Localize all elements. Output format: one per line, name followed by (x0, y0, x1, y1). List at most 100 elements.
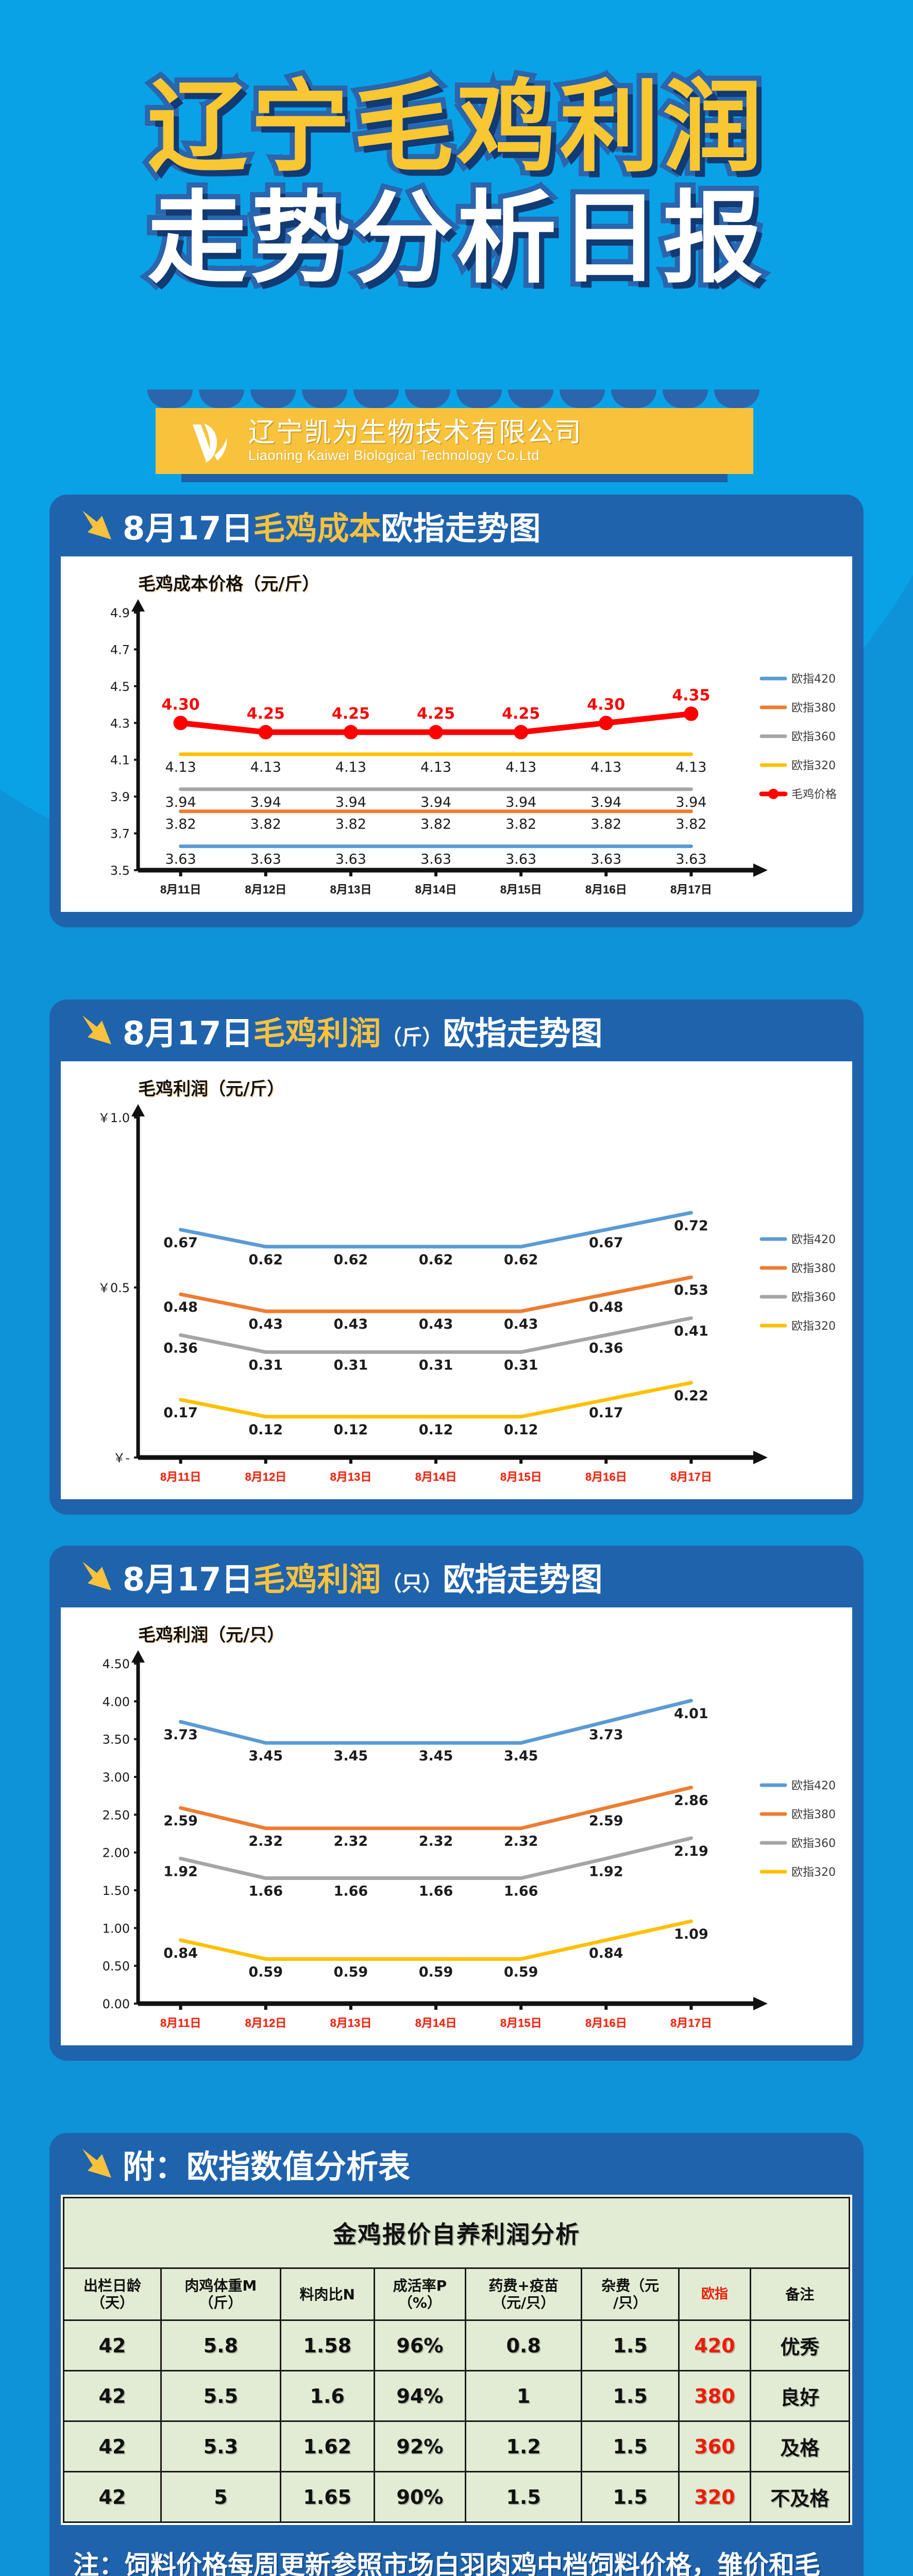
svg-text:0.53: 0.53 (674, 1282, 708, 1298)
table-row: 42 5.5 1.6 94% 1 1.5 380 良好 (63, 2370, 851, 2422)
svg-text:3.82: 3.82 (420, 817, 451, 833)
svg-text:2.59: 2.59 (589, 1813, 623, 1829)
svg-text:0.59: 0.59 (334, 1964, 368, 1980)
svg-text:0.41: 0.41 (674, 1323, 708, 1339)
logo-bar-shadow (181, 474, 728, 482)
hero-title-line1: 辽宁毛鸡利润 (142, 69, 768, 185)
svg-text:0.62: 0.62 (419, 1252, 453, 1268)
svg-text:3.82: 3.82 (250, 817, 281, 833)
svg-text:0.12: 0.12 (334, 1422, 368, 1438)
svg-text:3.7: 3.7 (110, 827, 130, 841)
x-axis-tick-label: 8月14日 (415, 2016, 457, 2029)
table-column-header: 备注 (749, 2267, 851, 2321)
table-column-header: 肉鸡体重M （斤） (160, 2267, 281, 2321)
table-caption-row: 金鸡报价自养利润分析 (63, 2197, 850, 2269)
svg-text:4.5: 4.5 (110, 680, 130, 694)
svg-text:0.48: 0.48 (163, 1299, 198, 1315)
table-footnote: 注：饲料价格每周更新参照市场白羽肉鸡中档饲料价格，雏价和毛鸡价参照金鸡报价沈阳高… (73, 2550, 820, 2576)
x-axis-tick-label: 8月15日 (500, 1470, 542, 1483)
svg-text:0.43: 0.43 (248, 1316, 283, 1332)
x-axis-tick-label: 8月12日 (245, 883, 287, 896)
svg-text:4.13: 4.13 (165, 759, 196, 775)
svg-text:2.32: 2.32 (419, 1834, 453, 1850)
svg-text:3.82: 3.82 (335, 817, 366, 833)
svg-text:欧指380: 欧指380 (791, 702, 836, 715)
svg-text:4.25: 4.25 (502, 705, 540, 723)
table-column-header: 成活率P （%） (373, 2267, 467, 2321)
svg-text:2.32: 2.32 (334, 1834, 368, 1850)
chart-x-axis-labels: 8月11日 8月12日 8月13日 8月14日 8月15日 8月16日 8月17日 (138, 880, 734, 897)
chart-title-profit-bird: 毛鸡利润（元/只） (138, 1625, 285, 1646)
chart-x-axis-labels: 8月11日 8月12日 8月13日 8月14日 8月15日 8月16日 8月17日 (138, 2014, 734, 2030)
x-axis-tick-label: 8月15日 (500, 883, 542, 896)
table-cell: 1.5 (581, 2370, 680, 2422)
table-column-header: 出栏日龄 （天） (63, 2267, 162, 2321)
svg-text:欧指420: 欧指420 (791, 673, 836, 686)
svg-text:0.31: 0.31 (248, 1357, 283, 1373)
svg-text:0.48: 0.48 (589, 1299, 623, 1315)
svg-text:3.94: 3.94 (335, 794, 366, 810)
down-right-arrow-icon (79, 2145, 117, 2183)
svg-text:3.50: 3.50 (103, 1733, 130, 1747)
x-axis-tick-label: 8月11日 (160, 2016, 201, 2029)
svg-text:欧指360: 欧指360 (791, 1837, 836, 1850)
table-cell: 380 (678, 2370, 751, 2422)
svg-text:￥1.0: ￥1.0 (98, 1111, 130, 1125)
svg-text:4.13: 4.13 (335, 759, 366, 775)
table-cell: 0.8 (465, 2319, 583, 2372)
table-cell: 5.8 (160, 2319, 281, 2372)
svg-text:4.3: 4.3 (110, 716, 130, 731)
svg-text:0.31: 0.31 (504, 1357, 538, 1373)
svg-text:2.19: 2.19 (674, 1843, 708, 1859)
section-panel-profit-bird: 8月17日毛鸡利润（只）欧指走势图 毛鸡利润（元/只） 4.50 4.00 3.50… (49, 1546, 864, 2061)
svg-text:0.84: 0.84 (589, 1945, 623, 1961)
svg-text:0.43: 0.43 (504, 1316, 538, 1332)
svg-text:0.84: 0.84 (163, 1945, 198, 1961)
svg-text:4.13: 4.13 (250, 759, 281, 775)
section-header-profit-bird: 8月17日毛鸡利润（只）欧指走势图 (49, 1546, 864, 1607)
svg-text:0.50: 0.50 (103, 1959, 130, 1974)
svg-text:3.73: 3.73 (163, 1727, 198, 1743)
section-panel-table: 附：欧指数值分析表 金鸡报价自养利润分析 出栏日龄 （天） 肉鸡体重M （斤） 料肉比N 成… (49, 2133, 864, 2576)
svg-text:1.66: 1.66 (419, 1884, 453, 1900)
svg-text:4.13: 4.13 (505, 759, 536, 775)
svg-text:￥0.5: ￥0.5 (98, 1281, 130, 1295)
section-title-table: 附：欧指数值分析表 (123, 2148, 411, 2185)
x-axis-tick-label: 8月12日 (245, 1470, 287, 1483)
svg-text:0.59: 0.59 (419, 1964, 453, 1980)
x-axis-tick-label: 8月12日 (245, 2016, 287, 2029)
x-axis-tick-label: 8月17日 (670, 2016, 712, 2029)
svg-text:1.66: 1.66 (504, 1884, 538, 1900)
svg-text:0.22: 0.22 (674, 1388, 708, 1404)
svg-text:1.92: 1.92 (163, 1863, 198, 1879)
chart-card-cost: 毛鸡成本价格（元/斤） 4.9 4.7 4.5 4.3 4.1 3.9 3.7 3.5 4.30… (61, 556, 852, 912)
svg-text:0.12: 0.12 (248, 1422, 283, 1438)
svg-text:0.62: 0.62 (248, 1252, 283, 1268)
chart-title-cost: 毛鸡成本价格（元/斤） (138, 574, 320, 595)
hero-title-line2: 走势分析日报 (142, 180, 768, 297)
svg-text:0.43: 0.43 (419, 1316, 453, 1332)
svg-text:3.94: 3.94 (250, 794, 281, 810)
svg-text:0.67: 0.67 (589, 1235, 623, 1251)
chart-plot-cost: 4.9 4.7 4.5 4.3 4.1 3.9 3.7 3.5 4.30 4.25 4.25 4.25… (61, 595, 852, 904)
svg-text:0.17: 0.17 (163, 1405, 198, 1421)
table-cell: 1.62 (279, 2420, 375, 2473)
table-cell: 42 (63, 2420, 162, 2473)
table-container: 金鸡报价自养利润分析 出栏日龄 （天） 肉鸡体重M （斤） 料肉比N 成活率P （%） 药费+疫… (61, 2195, 852, 2526)
svg-text:4.30: 4.30 (587, 696, 625, 714)
svg-text:3.63: 3.63 (250, 852, 281, 868)
scallop-divider (144, 389, 763, 408)
company-name-cn: 辽宁凯为生物技术有限公司 (248, 417, 583, 448)
table-cell: 及格 (749, 2420, 851, 2473)
section-title-profit-bird: 8月17日毛鸡利润（只）欧指走势图 (123, 1561, 603, 1598)
x-axis-tick-label: 8月15日 (500, 2016, 542, 2029)
table-header-row: 出栏日龄 （天） 肉鸡体重M （斤） 料肉比N 成活率P （%） 药费+疫苗 （元/只） 杂费（元… (63, 2267, 851, 2321)
table-cell: 42 (63, 2370, 162, 2422)
company-logo-bar: 辽宁凯为生物技术有限公司 Liaoning Kaiwei Biological … (156, 408, 753, 474)
svg-text:3.82: 3.82 (505, 817, 536, 833)
x-axis-tick-label: 8月13日 (330, 1470, 372, 1483)
ou-index-table: 金鸡报价自养利润分析 出栏日龄 （天） 肉鸡体重M （斤） 料肉比N 成活率P （%） 药费+疫… (63, 2197, 851, 2523)
chart-svg: 4.9 4.7 4.5 4.3 4.1 3.9 3.7 3.5 4.30 4.25 4.25 4.25… (110, 599, 837, 878)
svg-text:1.92: 1.92 (589, 1863, 623, 1879)
svg-text:4.13: 4.13 (590, 759, 621, 775)
